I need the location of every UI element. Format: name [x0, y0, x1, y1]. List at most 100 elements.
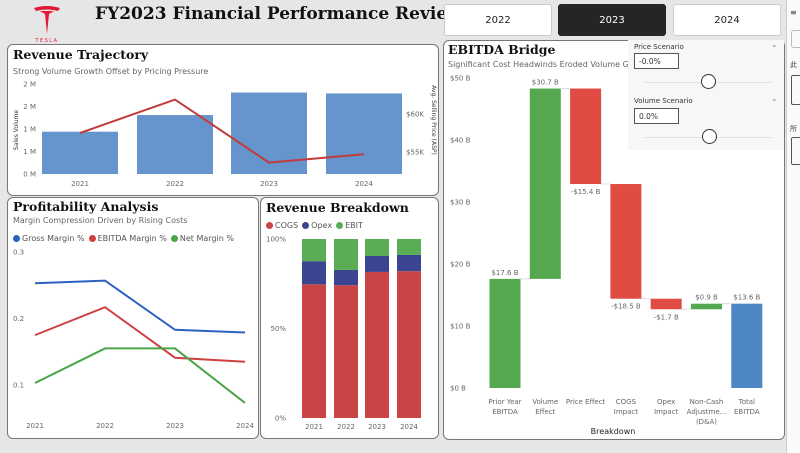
price-scenario-input[interactable]: -0.0%: [634, 53, 679, 69]
x-tick-label: COGS: [616, 398, 637, 406]
breakdown-title: Revenue Breakdown: [266, 200, 409, 215]
y-tick-label: 2 M: [23, 103, 36, 111]
waterfall-bar: [489, 278, 521, 388]
y-tick-label: $0 B: [450, 385, 466, 393]
stacked-bar-segment: [397, 254, 421, 272]
data-label: -$1.7 B: [654, 313, 679, 321]
x-tick-label: 2022: [166, 180, 184, 188]
data-label: $30.7 B: [532, 79, 559, 87]
breakdown-legend: COGS Opex EBIT: [266, 221, 363, 230]
stacked-bar-segment: [397, 271, 421, 418]
profitability-panel: [7, 197, 259, 439]
x-tick-label: 2021: [26, 422, 44, 430]
legend-label: Net Margin %: [179, 234, 234, 243]
filter-icon[interactable]: ≡: [790, 8, 797, 17]
stacked-bar-segment: [334, 239, 358, 270]
y-tick-label: 0.2: [13, 315, 24, 323]
x-tick-label: (D&A): [696, 418, 717, 426]
y-axis-label: Sales Volume: [13, 110, 20, 151]
price-scenario-slider-handle[interactable]: [701, 74, 716, 89]
side-box-2[interactable]: [791, 137, 800, 165]
x-tick-label: Total: [738, 398, 755, 406]
volume-scenario-slider-handle[interactable]: [702, 129, 717, 144]
data-label: $13.6 B: [733, 294, 760, 302]
y-tick-label: 1 M: [23, 148, 36, 156]
profit-subtitle: Margin Compression Driven by Rising Cost…: [13, 216, 188, 225]
legend-ebitda[interactable]: EBITDA Margin %: [88, 234, 167, 243]
side-label-2: 所: [790, 125, 797, 133]
y2-axis-label: Avg. Selling Price (ASP): [430, 85, 437, 155]
y-tick-label: 100%: [266, 236, 286, 244]
legend-label: COGS: [275, 221, 299, 230]
stacked-bar-segment: [365, 239, 389, 257]
y-tick-label: 0%: [275, 415, 286, 423]
legend-opex[interactable]: Opex: [302, 221, 332, 230]
year-button-2022[interactable]: 2022: [444, 4, 552, 36]
stacked-bar-segment: [365, 256, 389, 272]
tesla-logo: TESLA: [30, 4, 64, 44]
stacked-bar-segment: [302, 261, 326, 285]
data-label: $17.6 B: [491, 269, 518, 277]
data-label: -$15.4 B: [571, 188, 601, 196]
volume-bar: [42, 131, 118, 174]
x-tick-label: 2021: [71, 180, 89, 188]
data-label: $0.9 B: [695, 294, 718, 302]
y2-tick-label: $60K: [406, 111, 424, 119]
margin-line: [34, 279, 246, 334]
x-tick-label: Impact: [614, 408, 638, 416]
ebitda-title: EBITDA Bridge: [448, 42, 556, 57]
stacked-bar-segment: [334, 285, 358, 418]
x-tick-label: 2022: [337, 423, 355, 431]
waterfall-bar: [650, 298, 682, 310]
y-tick-label: 50%: [270, 325, 286, 333]
x-tick-label: Prior Year: [488, 398, 521, 406]
legend-cogs[interactable]: COGS: [266, 221, 298, 230]
revenue-title: Revenue Trajectory: [13, 47, 149, 62]
y-tick-label: $40 B: [450, 137, 471, 145]
margin-line: [34, 347, 246, 404]
x-tick-label: 2023: [368, 423, 386, 431]
y-tick-label: 2 M: [23, 81, 36, 89]
legend-label: EBITDA Margin %: [97, 234, 167, 243]
y-tick-label: $20 B: [450, 261, 471, 269]
x-tick-label: 2021: [305, 423, 323, 431]
volume-scenario-input[interactable]: 0.0%: [634, 108, 679, 124]
legend-net[interactable]: Net Margin %: [170, 234, 234, 243]
x-tick-label: Price Effect: [566, 398, 606, 406]
x-tick-label: 2024: [236, 422, 254, 430]
y-tick-label: 0 M: [23, 171, 36, 179]
x-tick-label: Non-Cash: [690, 398, 724, 406]
chevron-down-icon[interactable]: ⌄: [771, 40, 778, 49]
volume-bar: [326, 93, 402, 174]
y-tick-label: $10 B: [450, 323, 471, 331]
y-tick-label: $50 B: [450, 75, 471, 83]
data-label: -$18.5 B: [611, 303, 641, 311]
legend-ebit[interactable]: EBIT: [336, 221, 363, 230]
side-label-1: 此: [790, 61, 797, 69]
x-tick-label: EBITDA: [734, 408, 760, 416]
x-tick-label: Impact: [654, 408, 678, 416]
x-tick-label: Effect: [535, 408, 555, 416]
price-scenario-label: Price Scenario: [634, 43, 684, 51]
x-tick-label: Opex: [657, 398, 675, 406]
asp-line: [79, 98, 365, 164]
profit-title: Profitability Analysis: [13, 199, 159, 214]
side-box-1[interactable]: [791, 75, 800, 105]
x-tick-label: 2023: [260, 180, 278, 188]
page-title: FY2023 Financial Performance Review: [95, 4, 462, 24]
stacked-bar-segment: [302, 284, 326, 418]
year-button-2024[interactable]: 2024: [673, 4, 781, 36]
side-filter-panel: [786, 0, 800, 453]
legend-label: EBIT: [345, 221, 363, 230]
side-input[interactable]: [791, 30, 800, 48]
stacked-bar-segment: [365, 271, 389, 418]
stacked-bar-segment: [302, 239, 326, 262]
x-tick-label: Adjustme...: [687, 408, 727, 416]
chevron-down-icon[interactable]: ⌄: [771, 94, 778, 103]
revenue-subtitle: Strong Volume Growth Offset by Pricing P…: [13, 67, 209, 76]
year-button-2023[interactable]: 2023: [558, 4, 666, 36]
x-tick-label: 2023: [166, 422, 184, 430]
x-axis-label: Breakdown: [591, 427, 636, 436]
waterfall-bar: [570, 88, 602, 185]
legend-gross[interactable]: Gross Margin %: [13, 234, 85, 243]
